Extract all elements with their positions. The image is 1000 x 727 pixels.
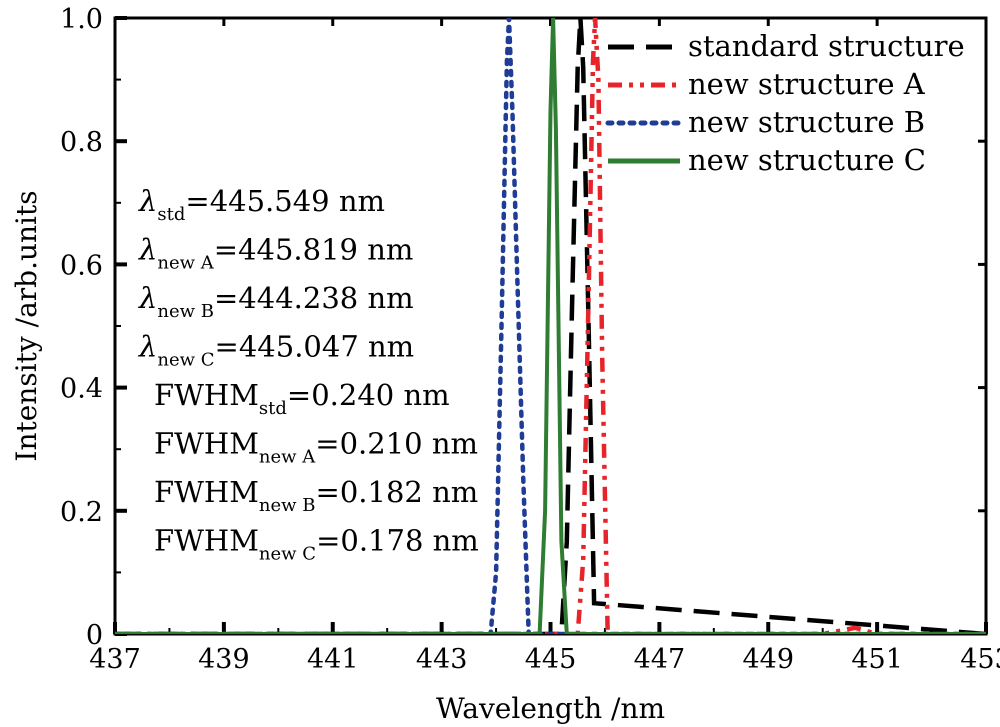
y-tick-label: 0.2 xyxy=(60,497,103,528)
annotation-line-7: FWHMnew B=0.182 nm xyxy=(154,475,478,516)
y-tick-label: 0 xyxy=(86,620,103,651)
series-line-2 xyxy=(115,18,986,634)
annotation-line-8: FWHMnew C=0.178 nm xyxy=(154,524,479,565)
series-group xyxy=(115,18,986,634)
x-tick-label: 443 xyxy=(416,644,468,675)
legend-label-3: new structure B xyxy=(688,105,925,139)
y-tick-label: 0.4 xyxy=(60,374,103,405)
x-axis-title: Wavelength /nm xyxy=(436,692,665,725)
legend-label-2: new structure A xyxy=(688,67,926,101)
x-tick-label: 453 xyxy=(960,644,1000,675)
x-tick-label: 451 xyxy=(851,644,903,675)
axes: 437 439 441 443 445 447 449 451 453 0 0.2 0.4 0.6 0.8… xyxy=(60,4,1000,675)
x-tick-label: 449 xyxy=(742,644,794,675)
annotation-line-1: λstd=445.549 nm xyxy=(138,184,385,225)
legend-label-4: new structure C xyxy=(688,143,926,177)
annotation-line-4: λnew C=445.047 nm xyxy=(138,330,414,371)
y-tick-label: 0.8 xyxy=(60,127,103,158)
series-line-1 xyxy=(115,18,986,634)
y-tick-label: 0.6 xyxy=(60,250,103,281)
annotation-block: λstd=445.549 nm λnew A=445.819 nm λnew B=4… xyxy=(138,184,479,565)
y-tick-label: 1.0 xyxy=(60,4,103,35)
series-line-4 xyxy=(115,18,986,634)
series-line-3 xyxy=(115,18,986,634)
annotation-line-6: FWHMnew A=0.210 nm xyxy=(154,427,478,468)
annotation-line-3: λnew B=444.238 nm xyxy=(138,281,414,322)
legend: standard structure new structure A new str… xyxy=(605,29,965,177)
annotation-line-2: λnew A=445.819 nm xyxy=(138,233,413,274)
x-tick-label: 445 xyxy=(525,644,577,675)
legend-label-1: standard structure xyxy=(688,29,965,63)
x-tick-label: 447 xyxy=(634,644,686,675)
annotation-line-5: FWHMstd=0.240 nm xyxy=(154,378,450,419)
x-tick-label: 439 xyxy=(198,644,250,675)
y-axis-title: Intensity /arb.units xyxy=(10,190,43,461)
x-tick-label: 441 xyxy=(307,644,359,675)
x-tick-label: 437 xyxy=(89,644,141,675)
